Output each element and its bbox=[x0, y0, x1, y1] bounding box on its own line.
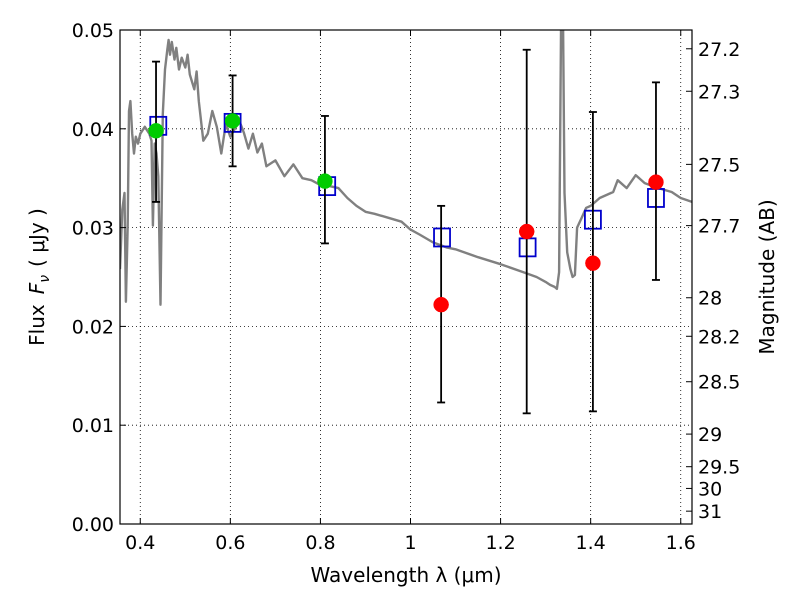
right-tick-label: 27.3 bbox=[698, 81, 740, 103]
right-tick-label: 29.5 bbox=[698, 457, 740, 479]
x-tick-label: 0.6 bbox=[215, 532, 245, 554]
y-axis-label-left: Flux Fν ( μJy ) bbox=[25, 208, 53, 346]
y-tick-label: 0.02 bbox=[72, 316, 114, 338]
y-axis-label-prefix: Flux bbox=[25, 304, 49, 346]
y-tick-label: 0.00 bbox=[72, 514, 114, 536]
ticks-layer: 0.4 0.6 0.8 1 1.2 1.4 1.6 0.00 0.01 0.02 0.03 0.04 0… bbox=[72, 20, 741, 554]
right-tick-label: 30 bbox=[698, 478, 722, 500]
detection-point-green bbox=[224, 113, 241, 129]
detection-point-green bbox=[317, 173, 333, 189]
plot-frame bbox=[119, 29, 693, 525]
x-tick-label: 1 bbox=[404, 532, 416, 554]
photometry-point-red bbox=[585, 255, 601, 271]
right-tick-label: 31 bbox=[698, 501, 722, 523]
right-tick-label: 29 bbox=[698, 424, 722, 446]
model-flux-square bbox=[433, 227, 451, 248]
x-tick-label: 1.4 bbox=[576, 532, 606, 554]
x-axis-label: Wavelength λ (μm) bbox=[310, 563, 501, 587]
right-tick-label: 28.2 bbox=[698, 326, 740, 348]
right-tick-label: 28.5 bbox=[698, 372, 740, 394]
right-tick-label: 28 bbox=[698, 288, 722, 310]
photometry-point-red bbox=[648, 174, 664, 190]
x-tick-label: 0.4 bbox=[125, 532, 155, 554]
y-tick-label: 0.01 bbox=[72, 415, 114, 437]
y-tick-label: 0.05 bbox=[72, 20, 114, 42]
right-tick-label: 27.5 bbox=[698, 154, 740, 176]
grid-layer bbox=[120, 30, 692, 524]
x-tick-label: 1.2 bbox=[485, 532, 515, 554]
marks-layer bbox=[148, 48, 665, 415]
y-tick-label: 0.03 bbox=[72, 218, 114, 240]
y-tick-label: 0.04 bbox=[72, 119, 114, 141]
y-axis-label-symbol: F bbox=[25, 282, 49, 294]
detection-point-green bbox=[148, 123, 164, 139]
x-tick-label: 1.6 bbox=[666, 532, 696, 554]
x-tick-label: 0.8 bbox=[305, 532, 335, 554]
y-axis-label-right: Magnitude (AB) bbox=[755, 199, 779, 354]
y-axis-label-subscript: ν bbox=[37, 275, 53, 283]
right-tick-label: 27.2 bbox=[698, 39, 740, 61]
photometry-point-red bbox=[518, 223, 535, 240]
right-tick-label: 27.7 bbox=[698, 216, 740, 238]
y-axis-label-unit: ( μJy ) bbox=[25, 208, 49, 267]
photometry-point-red bbox=[433, 296, 449, 313]
